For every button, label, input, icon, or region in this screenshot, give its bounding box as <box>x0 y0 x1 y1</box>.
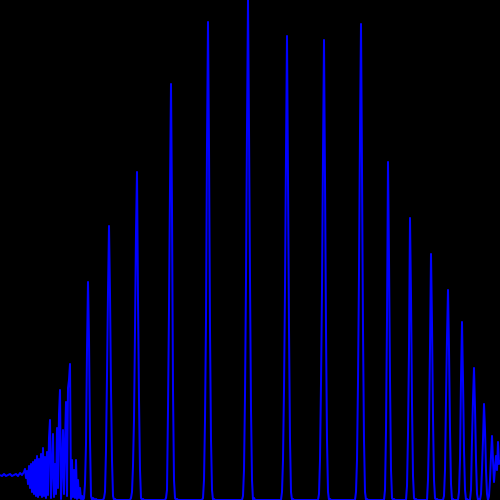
chart-area <box>0 0 500 500</box>
series-line-0 <box>0 0 500 500</box>
line-chart <box>0 0 500 500</box>
series-layer <box>0 0 500 500</box>
